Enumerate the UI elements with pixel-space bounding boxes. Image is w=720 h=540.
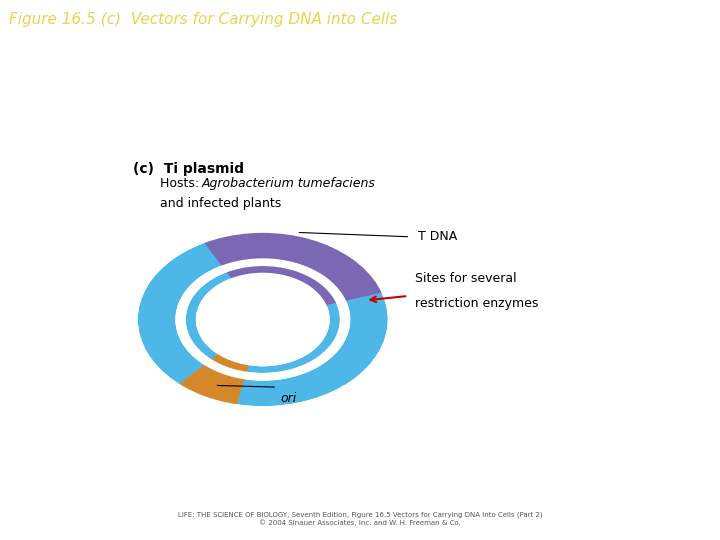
Text: Hosts:: Hosts:: [160, 177, 203, 190]
Wedge shape: [204, 232, 382, 301]
Text: © 2004 Sinauer Associates, Inc. and W. H. Freeman & Co.: © 2004 Sinauer Associates, Inc. and W. H…: [259, 519, 461, 526]
Text: ori: ori: [281, 392, 297, 405]
Text: (c)  Ti plasmid: (c) Ti plasmid: [133, 161, 244, 176]
Text: LIFE: THE SCIENCE OF BIOLOGY, Seventh Edition, Figure 16.5 Vectors for Carrying : LIFE: THE SCIENCE OF BIOLOGY, Seventh Ed…: [178, 512, 542, 518]
Text: and infected plants: and infected plants: [160, 197, 281, 210]
Text: restriction enzymes: restriction enzymes: [415, 297, 539, 310]
Text: T DNA: T DNA: [418, 231, 457, 244]
Text: Sites for several: Sites for several: [415, 272, 517, 285]
Wedge shape: [185, 265, 341, 374]
Text: Agrobacterium tumefaciens: Agrobacterium tumefaciens: [202, 177, 375, 190]
Wedge shape: [211, 354, 249, 373]
Wedge shape: [226, 265, 337, 305]
Circle shape: [197, 273, 329, 366]
Wedge shape: [137, 232, 389, 407]
Wedge shape: [179, 364, 245, 406]
Text: Figure 16.5 (c)  Vectors for Carrying DNA into Cells: Figure 16.5 (c) Vectors for Carrying DNA…: [9, 12, 397, 27]
